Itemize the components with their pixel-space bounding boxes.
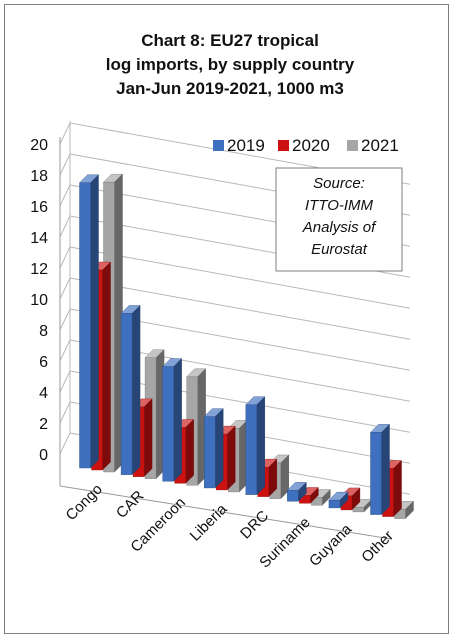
legend-label-2019: 2019 <box>227 136 265 155</box>
bar-2019-other <box>370 423 390 516</box>
x-tick-label: DRC <box>237 507 272 542</box>
bar-2019-drc <box>245 396 266 496</box>
y-tick-label: 10 <box>30 292 48 309</box>
gridline-wall <box>59 215 71 238</box>
gridline-wall <box>59 122 71 145</box>
gridline-wall <box>59 184 71 207</box>
chart-title-line-2: log imports, by supply country <box>105 55 355 74</box>
x-tick-label: CAR <box>113 487 148 522</box>
gridline-wall <box>59 246 71 269</box>
y-tick-label: 8 <box>39 323 48 340</box>
annotation-line: Eurostat <box>311 241 368 258</box>
y-tick-label: 14 <box>30 230 48 247</box>
gridline <box>69 246 411 309</box>
annotation-line: Analysis of <box>302 219 377 236</box>
y-axis: 0 2 4 6 8 10 12 14 16 18 20 <box>30 137 48 464</box>
gridline-wall <box>59 401 71 424</box>
bars <box>79 173 414 520</box>
gridline <box>69 277 411 340</box>
legend-label-2021: 2021 <box>361 136 399 155</box>
legend-label-2020: 2020 <box>292 136 330 155</box>
source-annotation: Source: ITTO-IMM Analysis of Eurostat <box>275 167 403 272</box>
gridline-wall <box>59 153 71 176</box>
chart-title-line-1: Chart 8: EU27 tropical <box>141 31 319 50</box>
chart-title-line-3: Jan-Jun 2019-2021, 1000 m3 <box>116 79 344 98</box>
bar-2019-liberia <box>203 408 224 489</box>
gridline-wall <box>59 308 71 331</box>
gridline-wall <box>59 432 71 455</box>
y-tick-label: 6 <box>39 354 48 371</box>
y-tick-label: 2 <box>39 416 48 433</box>
y-tick-label: 20 <box>30 137 48 154</box>
bar-2019-guyana <box>328 491 349 509</box>
gridline-wall <box>59 339 71 362</box>
annotation-line: Source: <box>313 175 365 192</box>
annotation-box <box>275 167 403 272</box>
y-tick-label: 4 <box>39 385 48 402</box>
y-tick-label: 18 <box>30 168 48 185</box>
bar-2019-suriname <box>286 481 307 502</box>
gridline-wall <box>59 370 71 393</box>
bar-2019-cameroon <box>162 358 183 482</box>
y-tick-label: 12 <box>30 261 48 278</box>
legend: 2019 2020 2021 <box>213 136 399 155</box>
x-tick-label: Other <box>358 527 397 566</box>
gridline-wall <box>59 277 71 300</box>
y-tick-label: 0 <box>39 447 48 464</box>
x-tick-label: Guyana <box>306 520 356 570</box>
bar-2019-car <box>120 304 141 476</box>
chart-frame <box>4 4 449 634</box>
annotation-line: ITTO-IMM <box>305 197 374 214</box>
legend-swatch-2021 <box>347 140 358 151</box>
y-tick-label: 16 <box>30 199 48 216</box>
legend-swatch-2020 <box>278 140 289 151</box>
legend-swatch-2019 <box>213 140 224 151</box>
x-axis-line <box>59 485 393 540</box>
bar-2019-congo <box>79 174 99 469</box>
